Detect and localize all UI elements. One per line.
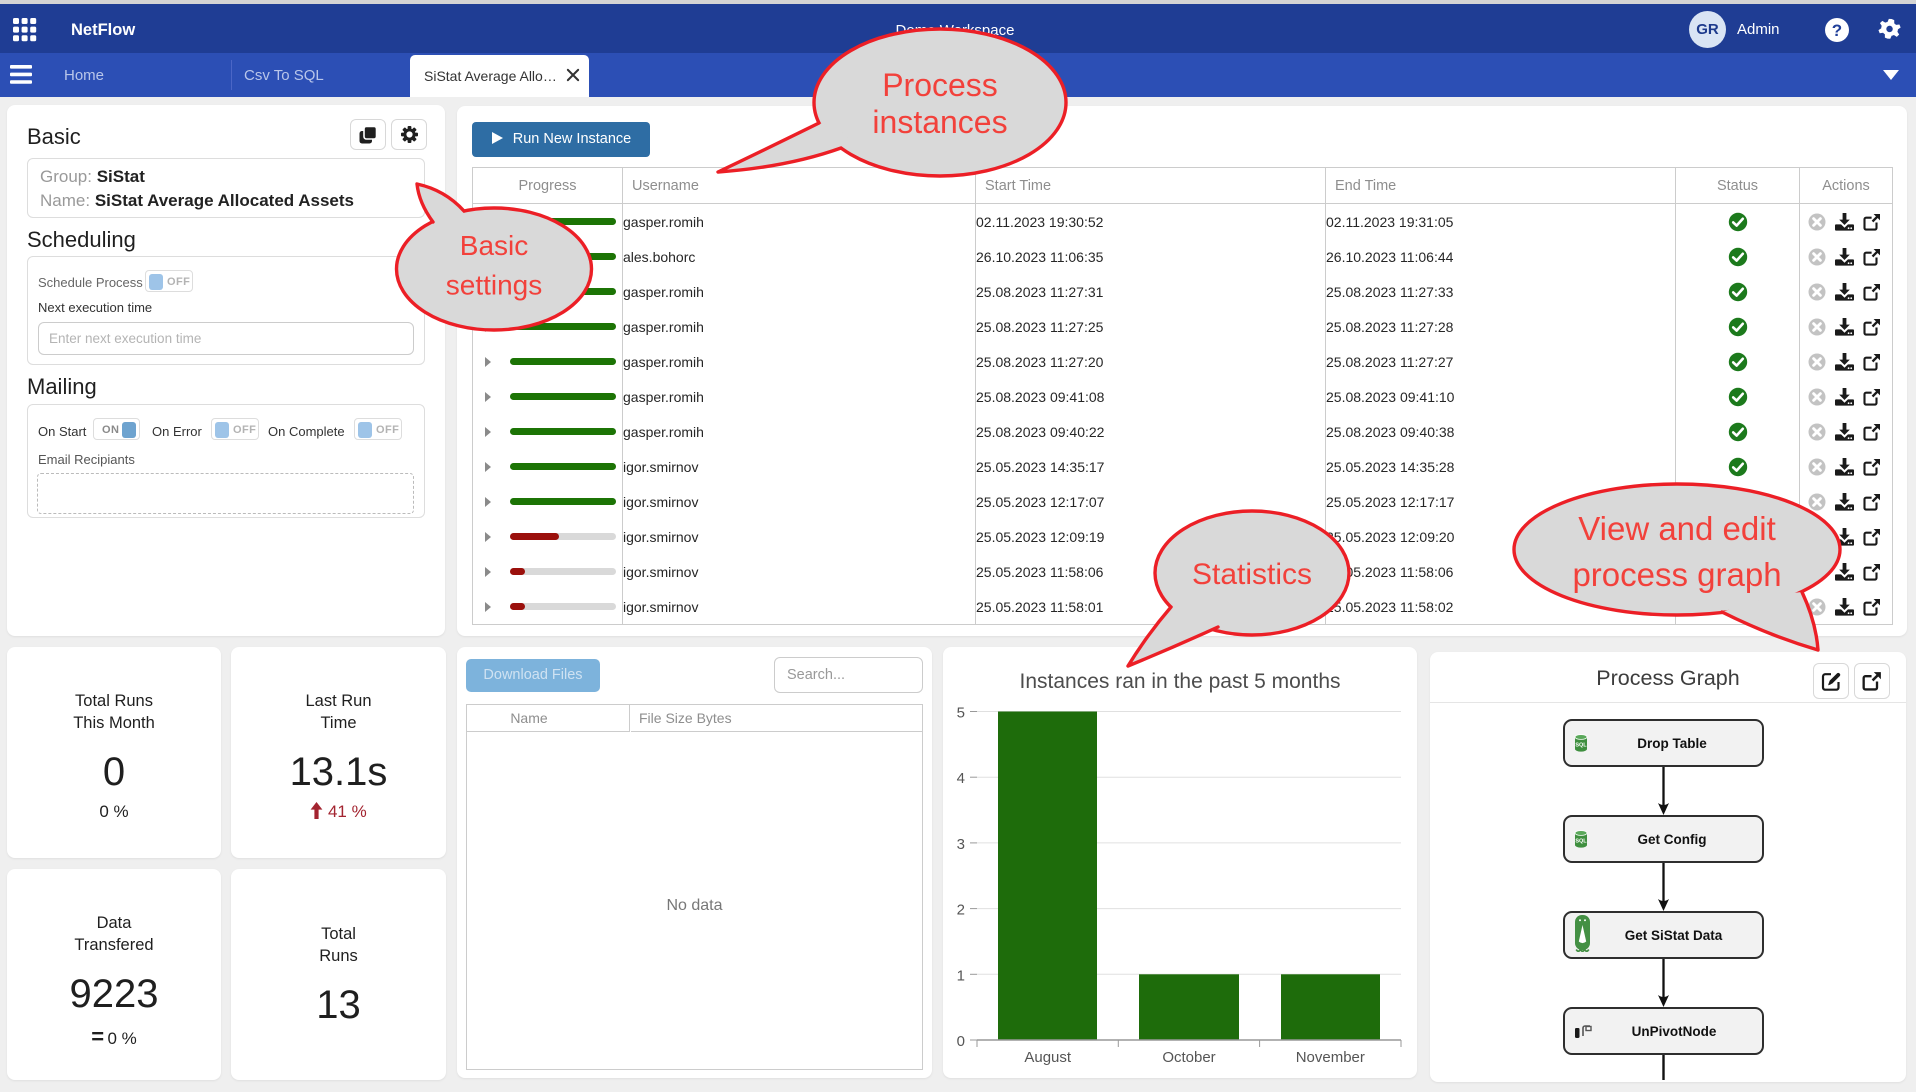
- svg-text:?: ?: [1832, 21, 1842, 40]
- svg-text:3: 3: [957, 836, 965, 853]
- svg-text:October: October: [1162, 1049, 1215, 1066]
- svg-text:1: 1: [957, 967, 965, 984]
- svg-text:SQL: SQL: [1575, 743, 1587, 749]
- svg-text:August: August: [1024, 1049, 1072, 1066]
- svg-text:SQL: SQL: [1575, 839, 1587, 845]
- svg-text:2: 2: [957, 902, 965, 919]
- svg-text:4: 4: [957, 770, 965, 787]
- svg-text:0: 0: [957, 1033, 965, 1050]
- svg-text:November: November: [1296, 1049, 1365, 1066]
- svg-text:5: 5: [957, 705, 965, 722]
